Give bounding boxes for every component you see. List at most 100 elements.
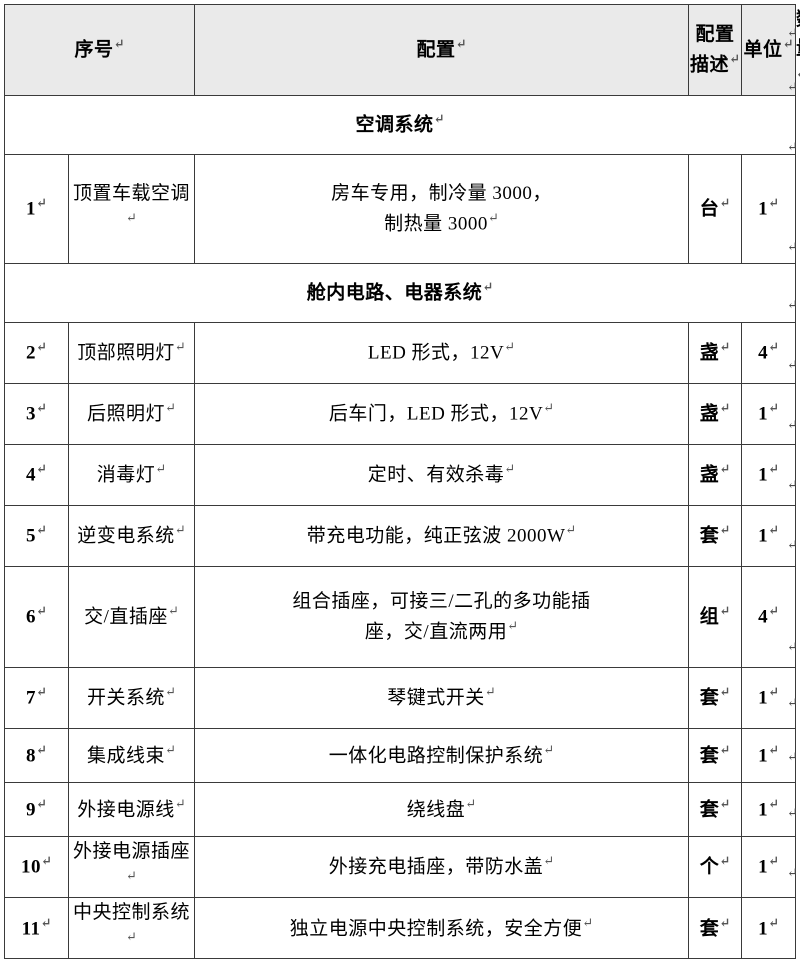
row-quantity-label: 1: [758, 745, 769, 767]
row-config-cell: 交/直插座↵: [67, 565, 196, 668]
header-cell-unit: 单位↵: [741, 4, 797, 96]
margin-paragraph-mark-icon: ↵: [787, 477, 798, 492]
table-row: 11↵ 中央控制系统↵ 独立电源中央控制系统，安全方便↵ 套↵ 1↵: [4, 896, 797, 959]
paragraph-mark-icon: ↵: [174, 339, 186, 355]
row-index-cell: 7↵: [4, 666, 69, 729]
table-header-row: 序号↵ 配置↵ 配置描述↵ 单位↵ 数量↵: [3, 4, 800, 96]
row-config-label: 开关系统: [87, 687, 166, 709]
row-index-label: 1: [26, 198, 37, 220]
paragraph-mark-icon: ↵: [768, 400, 779, 416]
row-index-cell: 5↵: [4, 504, 69, 567]
header-label-unit: 单位: [743, 39, 783, 61]
header-cell-description: 配置描述↵: [688, 4, 743, 96]
row-unit-cell: 组↵: [688, 565, 743, 668]
paragraph-mark-icon: ↵: [36, 461, 47, 477]
paragraph-mark-icon: ↵: [582, 914, 594, 930]
paragraph-mark-icon: ↵: [719, 461, 731, 477]
paragraph-mark-icon: ↵: [165, 684, 176, 700]
row-config-cell: 集成线束↵: [67, 727, 196, 783]
row-config-cell: 顶置车载空调 ↵: [67, 153, 196, 264]
row-description-line2: 制热量 3000: [384, 213, 488, 235]
row-description-line1: 外接充电插座，带防水盖: [328, 856, 544, 878]
row-description-cell: LED 形式，12V↵: [194, 321, 690, 384]
paragraph-mark-icon: ↵: [719, 684, 731, 700]
row-description-line1: 房车专用，制冷量 3000，: [331, 182, 552, 204]
paragraph-mark-icon: ↵: [565, 522, 577, 538]
row-description-line1: 一体化电路控制保护系统: [328, 745, 544, 767]
margin-paragraph-mark-icon: ↵: [787, 865, 798, 880]
row-unit-label: 组: [699, 606, 720, 628]
paragraph-mark-icon: ↵: [165, 400, 176, 416]
row-unit-cell: 套↵: [688, 504, 743, 567]
row-index-label: 11: [21, 917, 41, 939]
paragraph-mark-icon: ↵: [543, 741, 555, 757]
paragraph-mark-icon: ↵: [768, 914, 779, 930]
header-label-quantity: 数量: [796, 9, 800, 59]
row-quantity-cell: 4↵: [741, 565, 797, 668]
row-description-cell: 后车门，LED 形式，12V↵: [194, 382, 690, 445]
paragraph-mark-icon: ↵: [729, 51, 740, 67]
row-index-label: 9: [26, 799, 37, 821]
row-description-cell: 独立电源中央控制系统，安全方便↵: [194, 896, 690, 959]
row-index-label: 5: [26, 525, 37, 547]
row-quantity-cell: 1↵: [741, 835, 797, 898]
row-index-label: 2: [26, 342, 37, 364]
margin-paragraph-mark-icon: ↵: [787, 357, 798, 372]
table-row: 5↵ 逆变电系统↵ 带充电功能，纯正弦波 2000W↵ 套↵ 1↵: [4, 504, 797, 567]
paragraph-mark-icon: ↵: [36, 795, 47, 811]
row-description-line1: 绕线盘: [406, 799, 466, 821]
header-cell-index: 序号↵: [3, 4, 196, 96]
configuration-spec-table: 序号↵ 配置↵ 配置描述↵ 单位↵ 数量↵ 空调系统↵ 1↵ 顶置车载空调↵ 房…: [3, 4, 800, 959]
row-unit-cell: 台↵: [688, 153, 743, 264]
row-unit-cell: 盏↵: [688, 321, 743, 384]
paragraph-mark-icon: ↵: [36, 400, 47, 416]
paragraph-mark-icon: ↵: [768, 853, 779, 869]
paragraph-mark-icon: ↵: [768, 684, 779, 700]
row-quantity-label: 1: [758, 464, 769, 486]
paragraph-mark-icon: ↵: [719, 339, 731, 355]
paragraph-mark-icon: ↵: [36, 522, 47, 538]
paragraph-mark-icon: ↵: [165, 741, 176, 757]
row-unit-label: 台: [699, 198, 720, 220]
row-quantity-cell: 1↵: [741, 666, 797, 729]
margin-paragraph-mark-icon: ↵: [787, 537, 798, 552]
section-title-cell: 空调系统↵: [3, 94, 797, 155]
row-description-cell: 组合插座，可接三/二孔的多功能插 座，交/直流两用↵: [194, 565, 690, 668]
row-config-label: 外接电源插座: [73, 840, 191, 862]
row-config-label: 中央控制系统: [73, 901, 191, 923]
paragraph-mark-icon: ↵: [482, 279, 494, 295]
margin-paragraph-mark-icon: ↵: [787, 139, 798, 154]
row-quantity-label: 1: [758, 687, 769, 709]
table-row: 1↵ 顶置车载空调↵ 房车专用，制冷量 3000， 制热量 3000↵ 台↵ 1…: [4, 153, 797, 264]
margin-paragraph-mark-icon: ↵: [787, 297, 798, 312]
row-unit-label: 套: [699, 917, 720, 939]
paragraph-mark-icon: ↵: [126, 868, 137, 884]
header-label-description: 配置描述: [690, 23, 735, 76]
paragraph-mark-icon: ↵: [113, 36, 125, 52]
paragraph-mark-icon: ↵: [40, 914, 52, 930]
paragraph-mark-icon: ↵: [126, 929, 137, 945]
row-quantity-label: 1: [758, 525, 769, 547]
paragraph-mark-icon: ↵: [36, 195, 47, 211]
row-description-line1: 琴键式开关: [387, 687, 485, 709]
paragraph-mark-icon: ↵: [126, 209, 137, 225]
row-config-label: 交/直插座: [84, 606, 168, 628]
row-description-line1: 带充电功能，纯正弦波 2000W: [306, 525, 566, 547]
table-row: 6↵ 交/直插座↵ 组合插座，可接三/二孔的多功能插 座，交/直流两用↵ 组↵ …: [4, 565, 797, 668]
row-config-cell: 消毒灯↵: [67, 443, 196, 506]
row-quantity-cell: 1↵: [741, 443, 797, 506]
row-unit-label: 盏: [699, 464, 720, 486]
paragraph-mark-icon: ↵: [155, 461, 167, 477]
table-row: 7↵ 开关系统↵ 琴键式开关↵ 套↵ 1↵: [4, 666, 797, 729]
row-index-label: 8: [26, 745, 37, 767]
margin-paragraph-mark-icon: ↵: [787, 695, 798, 710]
section-banner-row: 空调系统↵: [3, 94, 797, 155]
document-page: 序号↵ 配置↵ 配置描述↵ 单位↵ 数量↵ 空调系统↵ 1↵ 顶置车载空调↵ 房…: [3, 4, 800, 959]
row-config-cell: 外接电源插座 ↵: [67, 835, 196, 898]
row-index-cell: 6↵: [4, 565, 69, 668]
row-description-cell: 琴键式开关↵: [194, 666, 690, 729]
row-unit-cell: 盏↵: [688, 382, 743, 445]
row-config-cell: 逆变电系统↵: [67, 504, 196, 567]
paragraph-mark-icon: ↵: [487, 209, 499, 225]
paragraph-mark-icon: ↵: [768, 195, 779, 211]
